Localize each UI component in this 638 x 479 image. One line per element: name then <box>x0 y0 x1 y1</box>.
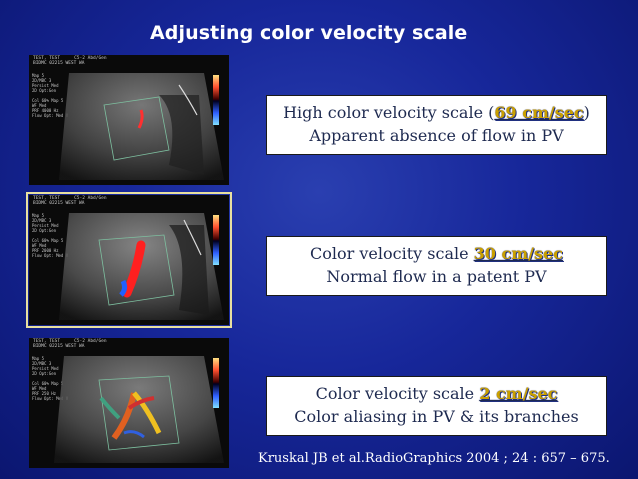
ultrasound-header: TEST, TEST C5-2 Abd/Gen BIDMC 02215 WEST … <box>33 196 107 206</box>
color-scale-bar <box>213 358 219 408</box>
ultrasound-scan <box>59 73 224 180</box>
caption-line-2: Apparent absence of flow in PV <box>309 126 564 145</box>
ultrasound-header: TEST, TEST C5-2 Abd/Gen BIDMC 02215 WEST … <box>33 339 107 349</box>
velocity-highlight: 69 cm/sec <box>494 103 584 122</box>
velocity-highlight: 2 cm/sec <box>479 384 558 403</box>
ultrasound-header: TEST, TEST C5-2 Abd/Gen BIDMC 02215 WEST … <box>33 56 107 66</box>
caption-line-1: Color velocity scale 2 cm/sec <box>315 384 558 403</box>
color-scale-bar <box>213 215 219 265</box>
caption-box-high-scale: High color velocity scale (69 cm/sec) Ap… <box>266 95 607 155</box>
color-scale-bar <box>213 75 219 125</box>
ultrasound-settings: Map 5 2D/MBC 3 Persist Med 2D Opt:Gen Co… <box>32 73 68 118</box>
caption-line-2: Normal flow in a patent PV <box>326 267 547 286</box>
caption-line-2: Color aliasing in PV & its branches <box>294 407 579 426</box>
slide-title: Adjusting color velocity scale <box>150 22 468 44</box>
caption-box-low-scale: Color velocity scale 2 cm/sec Color alia… <box>266 376 607 436</box>
velocity-highlight: 30 cm/sec <box>473 244 563 263</box>
caption-line-1: Color velocity scale 30 cm/sec <box>310 244 563 263</box>
ultrasound-scan <box>54 356 224 463</box>
caption-line-1: High color velocity scale (69 cm/sec) <box>283 103 590 122</box>
ultrasound-image-high-scale: TEST, TEST C5-2 Abd/Gen BIDMC 02215 WEST … <box>29 55 229 185</box>
ultrasound-image-low-scale: TEST, TEST C5-2 Abd/Gen BIDMC 02215 WEST … <box>29 338 229 468</box>
ultrasound-scan <box>59 213 224 320</box>
ultrasound-image-medium-scale: TEST, TEST C5-2 Abd/Gen BIDMC 02215 WEST … <box>26 192 232 328</box>
citation: Kruskal JB et al.RadioGraphics 2004 ; 24… <box>258 451 610 466</box>
caption-box-medium-scale: Color velocity scale 30 cm/sec Normal fl… <box>266 236 607 296</box>
